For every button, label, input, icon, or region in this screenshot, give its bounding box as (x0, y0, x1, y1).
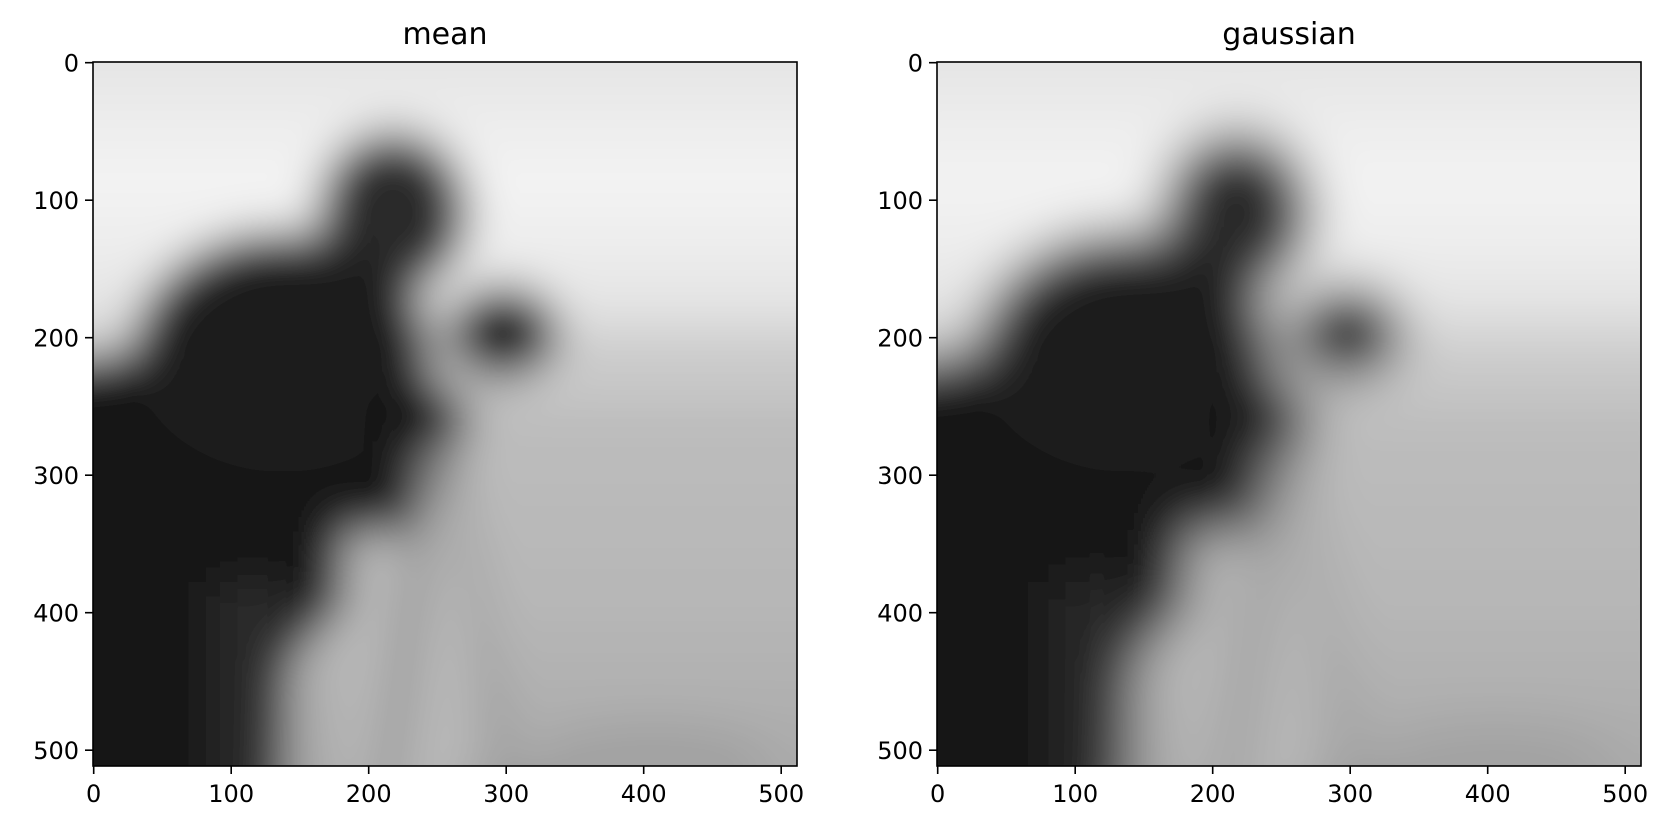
x-tick-label: 300 (1327, 780, 1373, 808)
x-tick-label: 0 (930, 780, 945, 808)
y-tick-label: 200 (877, 325, 923, 353)
y-tick-label: 300 (33, 462, 79, 490)
x-tick-label: 0 (86, 780, 101, 808)
y-tick-label: 200 (33, 325, 79, 353)
x-tick-label: 500 (1602, 780, 1648, 808)
y-tick-label: 0 (908, 50, 923, 78)
y-tick-label: 100 (33, 187, 79, 215)
x-tick-label: 400 (1465, 780, 1511, 808)
x-tick-label: 100 (1052, 780, 1098, 808)
chart-title: gaussian (1222, 17, 1355, 52)
y-tick-label: 100 (877, 187, 923, 215)
heatmap-image (877, 2, 1673, 832)
y-tick-label: 300 (877, 462, 923, 490)
y-tick-label: 0 (64, 50, 79, 78)
y-tick-label: 500 (877, 737, 923, 765)
heatmap-image (33, 2, 863, 832)
x-tick-label: 500 (758, 780, 804, 808)
x-tick-label: 200 (1190, 780, 1236, 808)
x-tick-label: 200 (346, 780, 392, 808)
y-tick-label: 400 (33, 600, 79, 628)
y-tick-label: 400 (877, 600, 923, 628)
x-tick-label: 400 (621, 780, 667, 808)
chart-title: mean (402, 17, 487, 52)
x-tick-label: 300 (483, 780, 529, 808)
x-tick-label: 100 (208, 780, 254, 808)
y-tick-label: 500 (33, 737, 79, 765)
